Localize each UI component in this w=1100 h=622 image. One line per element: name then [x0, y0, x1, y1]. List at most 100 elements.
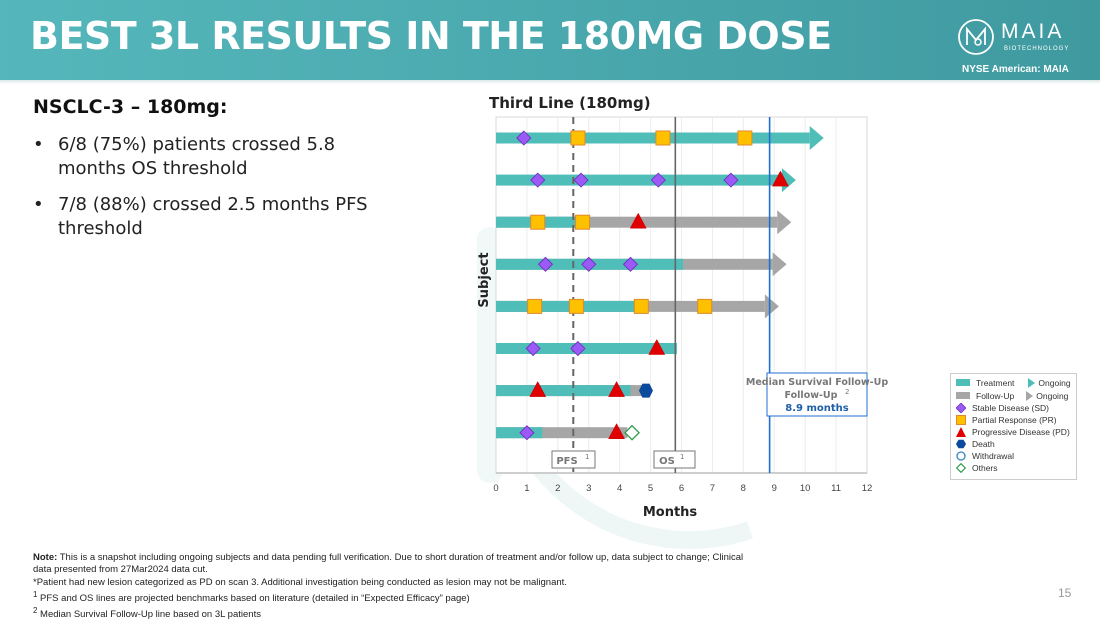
partial-response-marker [575, 214, 591, 230]
treatment-bar [496, 427, 543, 439]
footnote-note: Note: This is a snapshot including ongoi… [33, 552, 763, 577]
open-diamond-icon [956, 462, 966, 473]
partial-response-marker [568, 298, 584, 314]
partial-response-marker [527, 298, 543, 314]
pfs-label: PFS [556, 456, 577, 467]
median-sup: 2 [845, 388, 849, 396]
x-tick-label: 0 [493, 483, 498, 494]
ongoing-arrow-icon [1028, 377, 1036, 388]
progressive-disease-marker [529, 381, 547, 397]
circle-icon [956, 450, 966, 461]
logo-subtitle: BIOTECHNOLOGY [1004, 46, 1070, 52]
chart-title: Third Line (180mg) [489, 94, 651, 112]
x-tick-label: 5 [648, 483, 653, 494]
x-tick-label: 3 [586, 483, 591, 494]
footnote-asterisk: *Patient had new lesion categorized as P… [33, 576, 567, 588]
ongoing-arrow [764, 294, 779, 319]
legend-label: Partial Response (PR) [972, 414, 1057, 425]
y-axis-label: Subject [477, 252, 492, 307]
x-tick-label: 12 [862, 483, 873, 494]
stable-disease-marker [723, 172, 739, 188]
partial-response-marker [530, 214, 546, 230]
median-label-line2: Follow-Up [785, 390, 838, 401]
x-tick-label: 4 [617, 483, 622, 494]
legend-label: Withdrawal [972, 450, 1015, 461]
x-tick-label: 1 [524, 483, 529, 494]
x-tick-label: 8 [741, 483, 746, 494]
legend-treatment: Treatment Ongoing [956, 377, 1071, 388]
partial-response-marker [570, 130, 586, 146]
legend-withdrawal: Withdrawal [956, 450, 1014, 461]
subject-row [496, 385, 646, 397]
summary-bullets: 6/8 (75%) patients crossed 5.8 months OS… [33, 133, 403, 253]
legend-label: Ongoing [1038, 377, 1071, 388]
legend-label: Ongoing [1036, 390, 1069, 401]
legend-label: Others [972, 462, 998, 473]
header-divider [0, 80, 1100, 84]
median-label: Median Survival Follow-Up [746, 377, 888, 388]
footnote-1: 1 PFS and OS lines are projected benchma… [33, 589, 763, 605]
summary-bullet: 6/8 (75%) patients crossed 5.8 months OS… [33, 133, 403, 181]
stable-disease-marker [650, 172, 666, 188]
summary-heading: NSCLC-3 – 180mg: [33, 96, 228, 118]
stable-disease-marker [530, 172, 546, 188]
legend-pr: Partial Response (PR) [956, 414, 1057, 425]
progressive-disease-marker [608, 381, 625, 397]
partial-response-marker [697, 298, 713, 314]
legend-label: Progressive Disease (PD) [972, 426, 1070, 437]
stable-disease-marker [573, 172, 589, 188]
subject-row [496, 343, 677, 354]
legend-others: Others [956, 462, 998, 473]
chart-legend: Treatment Ongoing Follow-Up Ongoing Stab… [950, 373, 1077, 480]
pfs-label-box: PFS 1 [551, 450, 596, 469]
legend-label: Follow-Up [976, 390, 1015, 401]
partial-response-marker [655, 130, 671, 146]
x-tick-label: 11 [831, 483, 841, 494]
legend-label: Stable Disease (SD) [972, 402, 1050, 413]
ongoing-arrow [777, 210, 792, 235]
followup-swatch-icon [956, 392, 970, 399]
treatment-bar [496, 174, 782, 186]
others-marker [624, 424, 640, 441]
progressive-disease-marker [772, 170, 789, 187]
stable-disease-marker [525, 340, 541, 357]
treatment-bar [496, 132, 810, 144]
partial-response-marker [633, 298, 649, 314]
legend-label: Death [972, 438, 995, 449]
header-banner [0, 0, 1100, 80]
treatment-bar [496, 385, 631, 397]
triangle-icon [956, 426, 966, 437]
progressive-disease-marker [648, 338, 666, 355]
logo-wordmark: MAIA [1001, 20, 1065, 43]
stable-disease-marker [516, 130, 532, 146]
treatment-bar [496, 343, 677, 354]
diamond-icon [956, 402, 966, 413]
footnote-text: PFS and OS lines are projected benchmark… [37, 593, 470, 605]
death-marker [638, 383, 653, 398]
stable-disease-marker [519, 425, 535, 441]
legend-label: Treatment [976, 377, 1015, 388]
os-sup: 1 [680, 453, 684, 461]
page-number: 15 [1058, 586, 1072, 600]
stable-disease-marker [622, 256, 639, 272]
ongoing-arrow [809, 126, 824, 150]
os-label: OS [659, 456, 675, 467]
ongoing-arrow [772, 252, 787, 277]
partial-response-marker [737, 130, 753, 146]
x-tick-label: 7 [710, 483, 715, 494]
subject-row [496, 427, 628, 439]
x-tick-label: 9 [772, 483, 777, 494]
x-tick-label: 2 [555, 483, 560, 494]
pfs-sup: 1 [585, 453, 589, 461]
progressive-disease-marker [629, 212, 647, 229]
footnote-text: Median Survival Follow-Up line based on … [37, 609, 261, 621]
summary-bullet: 7/8 (88%) crossed 2.5 months PFS thresho… [33, 193, 403, 241]
x-axis-label: Months [643, 505, 698, 520]
followup-bar [496, 427, 628, 439]
stable-disease-marker [537, 256, 554, 272]
hexagon-icon [956, 439, 966, 448]
note-text: This is a snapshot including ongoing sub… [33, 552, 744, 576]
footnotes: Note: This is a snapshot including ongoi… [33, 552, 763, 622]
ongoing-arrow-icon [1026, 390, 1034, 401]
legend-followup: Follow-Up Ongoing [956, 390, 1068, 401]
